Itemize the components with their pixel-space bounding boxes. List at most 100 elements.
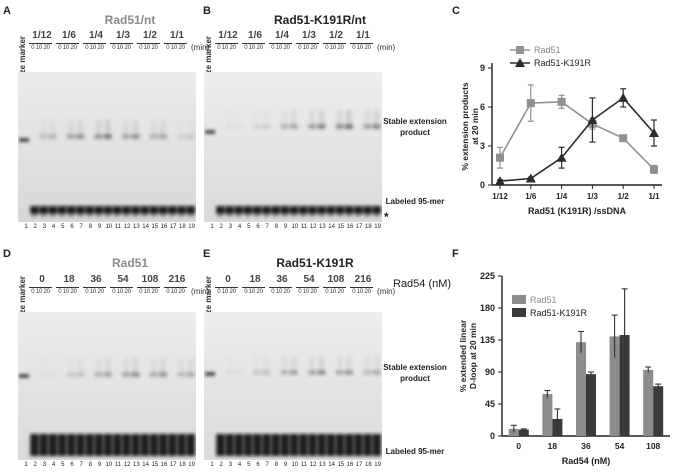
lane-number: 8 xyxy=(88,462,93,468)
lane-number: 1 xyxy=(210,462,214,468)
group-label: 216 xyxy=(168,274,186,285)
group-label: 36 xyxy=(90,274,102,285)
substrate-band xyxy=(216,434,225,456)
product-band xyxy=(234,370,243,375)
data-point xyxy=(649,128,659,137)
panel-e-header: 0 0 10 20 18 0 10 20 36 0 10 20 54 0 10 20 108 0 … xyxy=(215,274,395,304)
smear xyxy=(281,356,288,370)
smear xyxy=(95,120,102,134)
secondary-band xyxy=(31,214,38,217)
product-band xyxy=(262,124,271,129)
group-bracket xyxy=(215,43,238,44)
lane-number: 3 xyxy=(228,224,233,230)
secondary-band xyxy=(235,214,242,217)
secondary-band xyxy=(373,214,380,217)
lane-number: 2 xyxy=(219,462,223,468)
group-label: 1/4 xyxy=(89,30,103,41)
panel-e-gel-svg xyxy=(204,312,382,460)
product-band xyxy=(177,134,186,139)
smear xyxy=(364,110,371,124)
smear xyxy=(226,110,232,124)
smear xyxy=(40,358,46,372)
product-band xyxy=(289,124,298,129)
substrate-band xyxy=(149,206,159,214)
data-point xyxy=(650,165,658,174)
lane-number: 1 xyxy=(24,462,28,468)
substrate-band xyxy=(186,434,196,456)
x-tick-label: 1/4 xyxy=(556,192,568,201)
y-tick-label: 9 xyxy=(480,63,485,73)
smear xyxy=(123,358,130,372)
smear xyxy=(281,110,288,124)
smear xyxy=(364,356,371,370)
lane-number: 15 xyxy=(151,462,159,468)
smear xyxy=(49,120,56,134)
lane-number: 14 xyxy=(328,462,335,468)
y-tick-label: 0 xyxy=(480,180,485,190)
smear xyxy=(236,110,242,124)
substrate-band xyxy=(177,434,186,456)
group-label: 1/3 xyxy=(116,30,130,41)
substrate-band xyxy=(234,206,244,214)
substrate-band xyxy=(243,206,253,214)
data-point xyxy=(525,173,536,183)
lane-number: 16 xyxy=(160,224,168,230)
substrate-band xyxy=(140,434,150,456)
time-labels: 0 10 20 xyxy=(271,289,290,295)
panel-c-line-chart: 0 3 6 9 1/12 1/6 1/4 1/3 1/2 1/1 Rad51 (K191R) /ss… xyxy=(450,20,680,230)
time-labels: 0 10 20 xyxy=(244,45,263,51)
product-band xyxy=(159,372,167,377)
smear xyxy=(290,356,297,370)
group-bracket xyxy=(296,287,319,288)
substrate-band xyxy=(39,434,48,456)
substrate-band xyxy=(131,434,140,456)
group-bracket xyxy=(110,287,133,288)
group-bracket xyxy=(56,287,79,288)
smear xyxy=(373,110,380,124)
group-label: 0 xyxy=(225,274,231,285)
x-tick-label: 0 xyxy=(516,441,521,451)
smear xyxy=(336,110,343,124)
legend-swatch xyxy=(512,308,526,317)
substrate-band xyxy=(67,206,76,214)
substrate-band xyxy=(67,434,76,456)
lane-number: 12 xyxy=(309,224,317,230)
smear xyxy=(150,120,157,134)
y-tick-label: 90 xyxy=(485,367,495,377)
lane-number: 4 xyxy=(51,462,56,468)
lane-number: 9 xyxy=(97,462,102,468)
smear xyxy=(290,110,297,124)
time-labels: 0 10 20 xyxy=(31,289,50,295)
secondary-band xyxy=(187,214,194,217)
time-labels: 0 10 20 xyxy=(271,45,290,51)
y-tick-label: 0 xyxy=(490,431,495,441)
bar-rad51-k191r xyxy=(586,374,596,436)
substrate-band xyxy=(76,206,85,214)
lane-number: 4 xyxy=(237,462,242,468)
bar-rad51-k191r xyxy=(518,429,529,436)
smear xyxy=(346,110,352,124)
panel-b-letter: B xyxy=(203,5,211,17)
secondary-band xyxy=(40,214,47,217)
lane-number: 13 xyxy=(319,224,326,230)
group-bracket xyxy=(164,287,187,288)
lane-number: 2 xyxy=(33,462,37,468)
substrate-band xyxy=(216,206,225,214)
secondary-band xyxy=(123,214,130,217)
lane-number: 18 xyxy=(179,462,186,468)
smear xyxy=(150,358,157,372)
time-labels: 0 10 20 xyxy=(31,45,50,51)
lane-number: 12 xyxy=(309,462,317,468)
substrate-band xyxy=(122,434,131,456)
panel-d-letter: D xyxy=(3,248,11,260)
y-tick-label: 225 xyxy=(480,271,495,281)
data-point xyxy=(587,115,598,124)
substrate-band xyxy=(271,434,280,456)
lane-number: 1 xyxy=(24,224,28,230)
group-label: 54 xyxy=(117,274,129,285)
lane-number: 17 xyxy=(355,462,363,468)
substrate-band xyxy=(308,434,317,456)
product-band xyxy=(345,124,353,129)
substrate-band xyxy=(253,206,262,214)
lane-number: 18 xyxy=(365,224,372,230)
